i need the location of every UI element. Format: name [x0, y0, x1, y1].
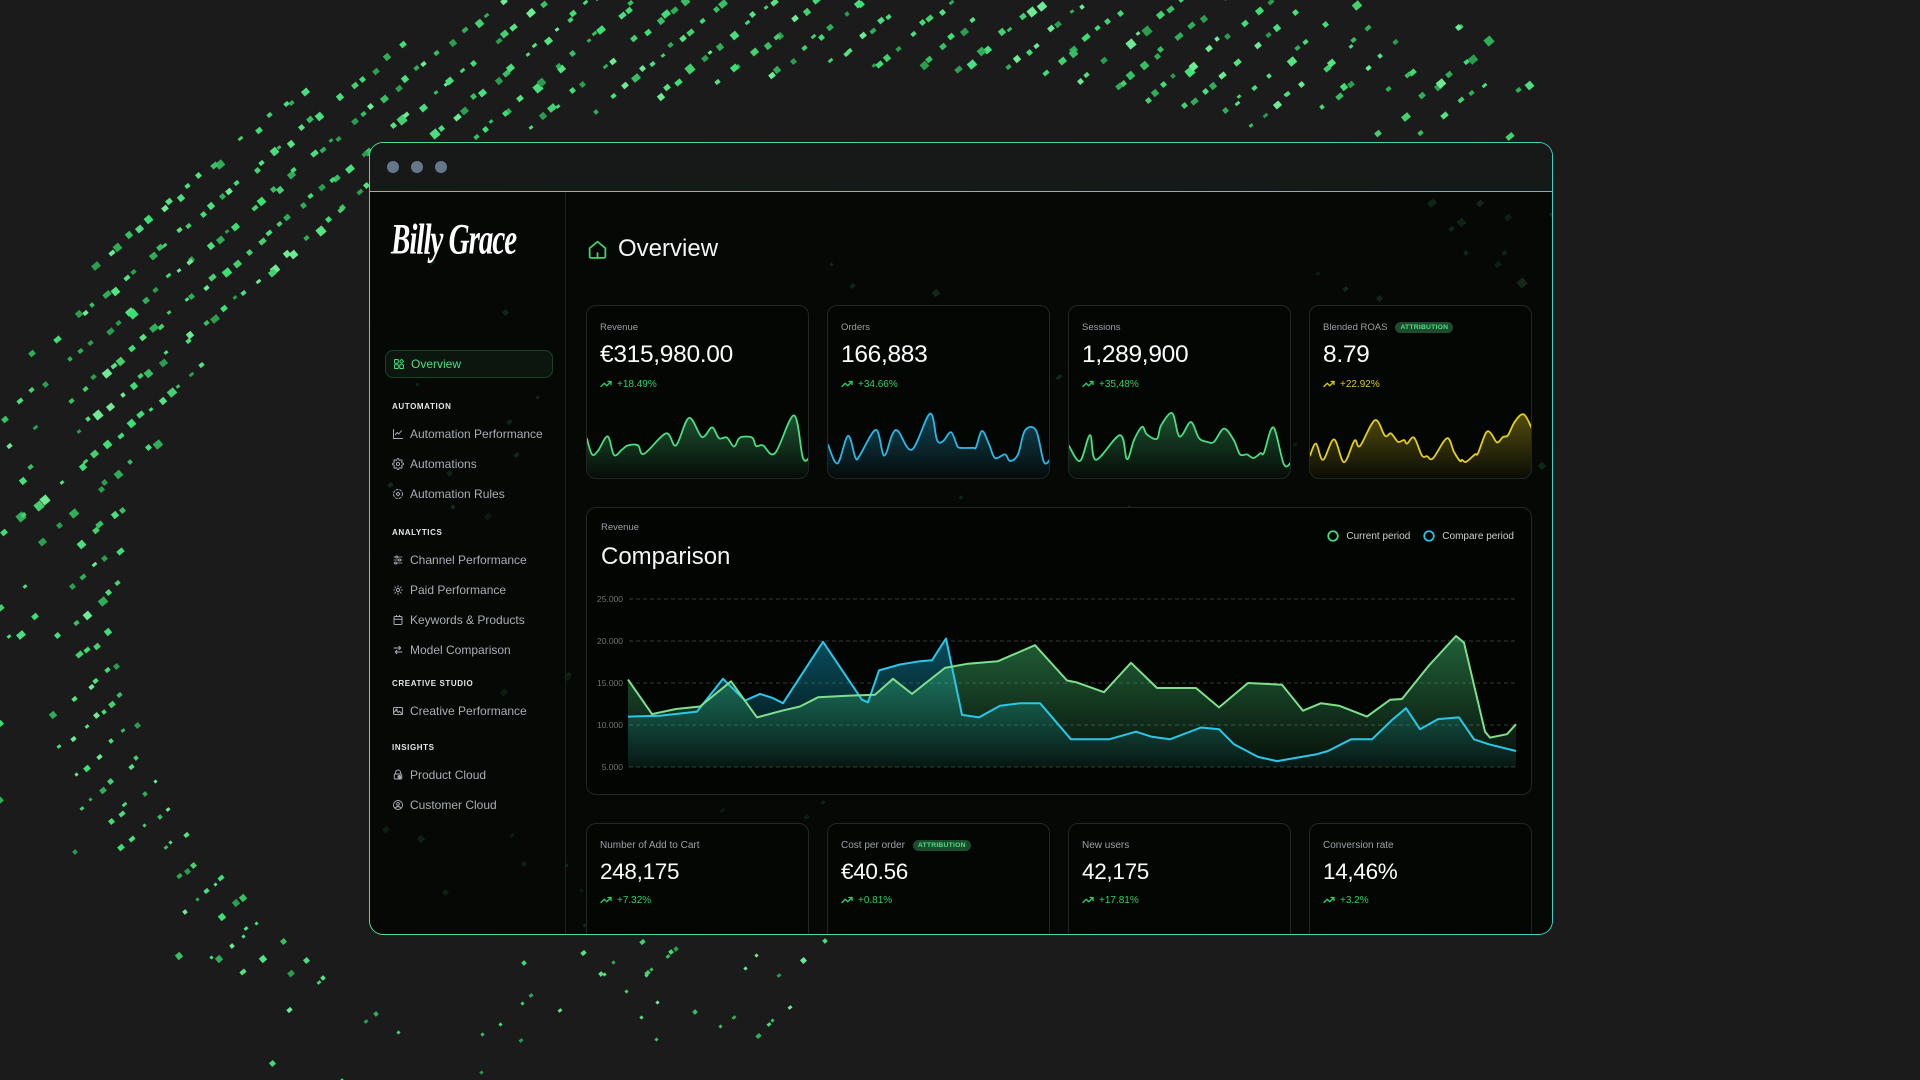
svg-text:10.000: 10.000 — [597, 720, 623, 730]
svg-text:15.000: 15.000 — [597, 678, 623, 688]
svg-text:20.000: 20.000 — [597, 636, 623, 646]
svg-text:5.000: 5.000 — [602, 762, 624, 772]
svg-text:25.000: 25.000 — [597, 594, 623, 604]
